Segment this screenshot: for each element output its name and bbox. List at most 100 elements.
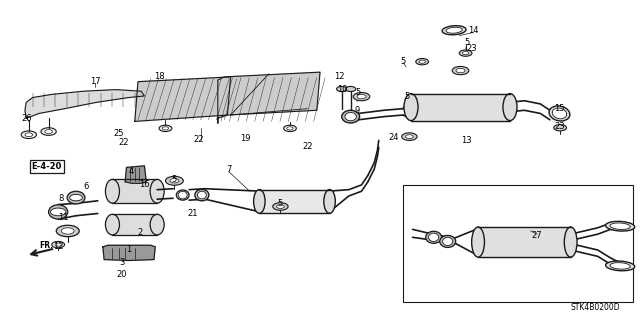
Text: STK4B0200D: STK4B0200D: [570, 303, 620, 312]
Text: 16: 16: [139, 181, 150, 189]
Text: 15: 15: [554, 104, 564, 113]
Ellipse shape: [610, 223, 630, 229]
Circle shape: [70, 195, 83, 201]
Text: 4: 4: [129, 167, 134, 176]
Text: 2: 2: [138, 228, 143, 237]
Circle shape: [554, 124, 566, 131]
Text: 1: 1: [126, 245, 131, 254]
Circle shape: [452, 66, 468, 75]
Text: E-4-20: E-4-20: [31, 162, 62, 171]
Ellipse shape: [605, 221, 635, 231]
Circle shape: [273, 203, 288, 210]
Circle shape: [402, 133, 417, 140]
Polygon shape: [113, 179, 157, 203]
Text: 5: 5: [172, 175, 177, 184]
Text: 26: 26: [21, 114, 31, 123]
Text: 14: 14: [468, 26, 479, 35]
Text: 21: 21: [187, 209, 198, 218]
Polygon shape: [103, 245, 156, 261]
Polygon shape: [218, 72, 320, 123]
Circle shape: [61, 228, 74, 234]
Bar: [403, 185, 633, 302]
Ellipse shape: [440, 235, 456, 248]
Text: 20: 20: [116, 270, 127, 279]
Polygon shape: [125, 166, 147, 183]
Text: 12: 12: [335, 72, 345, 81]
Polygon shape: [411, 93, 510, 121]
Circle shape: [51, 208, 66, 216]
Ellipse shape: [342, 110, 360, 123]
Circle shape: [159, 125, 172, 131]
Circle shape: [170, 179, 179, 183]
Text: FR.: FR.: [39, 241, 53, 250]
Ellipse shape: [610, 263, 630, 269]
Text: 8: 8: [59, 194, 64, 203]
Ellipse shape: [49, 205, 68, 219]
Circle shape: [41, 128, 56, 135]
Text: 22: 22: [302, 142, 312, 151]
Text: 5: 5: [405, 93, 410, 101]
Ellipse shape: [446, 27, 462, 33]
Circle shape: [346, 86, 356, 92]
Text: 3: 3: [119, 258, 125, 267]
Text: 5: 5: [278, 199, 283, 208]
Ellipse shape: [426, 231, 442, 243]
Ellipse shape: [442, 26, 466, 35]
Circle shape: [419, 60, 426, 63]
Ellipse shape: [472, 227, 484, 257]
Circle shape: [357, 94, 366, 99]
Text: 7: 7: [227, 165, 232, 174]
Circle shape: [416, 58, 429, 65]
Circle shape: [56, 225, 79, 237]
Circle shape: [456, 68, 465, 73]
Circle shape: [353, 93, 370, 101]
Ellipse shape: [404, 93, 418, 121]
Ellipse shape: [195, 189, 209, 201]
Text: 17: 17: [90, 77, 100, 86]
Text: 5: 5: [401, 56, 406, 65]
Text: 23: 23: [555, 122, 565, 131]
Ellipse shape: [67, 191, 85, 204]
Circle shape: [406, 135, 413, 138]
Circle shape: [287, 127, 293, 130]
Circle shape: [463, 51, 468, 55]
Circle shape: [163, 127, 169, 130]
Ellipse shape: [443, 237, 453, 246]
Text: 22: 22: [118, 137, 129, 146]
Polygon shape: [259, 189, 330, 213]
Text: 10: 10: [337, 85, 348, 94]
Text: 5: 5: [464, 38, 470, 47]
Ellipse shape: [549, 106, 570, 121]
Ellipse shape: [178, 191, 187, 199]
Text: 23: 23: [467, 44, 477, 53]
Text: 11: 11: [58, 213, 68, 222]
Ellipse shape: [324, 189, 335, 213]
Ellipse shape: [150, 179, 164, 203]
Text: 12: 12: [53, 242, 63, 251]
Ellipse shape: [429, 233, 439, 241]
Circle shape: [45, 130, 52, 133]
Circle shape: [25, 133, 33, 137]
Text: 22: 22: [193, 135, 204, 144]
Polygon shape: [478, 227, 571, 257]
Circle shape: [166, 176, 183, 185]
Text: 18: 18: [154, 72, 164, 81]
Text: 5: 5: [356, 88, 361, 97]
Ellipse shape: [176, 190, 189, 200]
Ellipse shape: [197, 191, 206, 199]
Text: 24: 24: [388, 133, 399, 142]
Circle shape: [337, 86, 347, 92]
Ellipse shape: [253, 189, 265, 213]
Ellipse shape: [552, 108, 566, 119]
Ellipse shape: [150, 214, 164, 235]
Ellipse shape: [106, 214, 120, 235]
Ellipse shape: [564, 227, 577, 257]
Circle shape: [52, 241, 65, 248]
Text: 27: 27: [532, 231, 543, 240]
Circle shape: [460, 50, 472, 56]
Circle shape: [21, 131, 36, 138]
Text: 25: 25: [113, 129, 124, 138]
Ellipse shape: [345, 113, 356, 121]
Circle shape: [284, 125, 296, 131]
Text: 13: 13: [461, 136, 472, 145]
